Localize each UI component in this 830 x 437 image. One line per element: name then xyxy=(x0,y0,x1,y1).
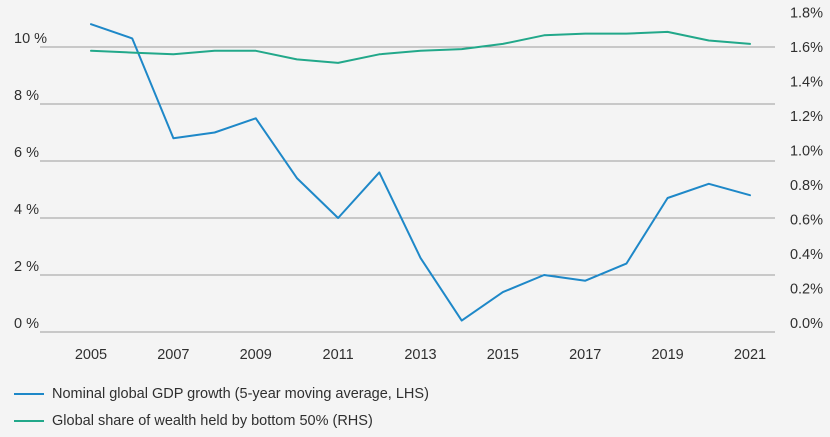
right-tick-label: 0.2% xyxy=(790,282,823,298)
legend-label-gdp-growth: Nominal global GDP growth (5-year moving… xyxy=(52,385,429,402)
legend-item-wealth-share: Global share of wealth held by bottom 50… xyxy=(14,407,429,434)
left-tick-label: 4 % xyxy=(14,202,39,218)
legend-swatch-wealth-share xyxy=(14,419,44,422)
left-axis-ticks: 0 % 2 % 4 % 6 % 8 % 10 % xyxy=(14,31,47,332)
x-tick-label: 2007 xyxy=(157,347,189,363)
right-tick-label: 0.0% xyxy=(790,316,823,332)
x-tick-label: 2009 xyxy=(240,347,272,363)
x-tick-label: 2019 xyxy=(651,347,683,363)
series-lines xyxy=(90,23,751,322)
left-tick-label: 8 % xyxy=(14,88,39,104)
right-tick-label: 1.0% xyxy=(790,144,823,160)
legend-swatch-gdp-growth xyxy=(14,392,44,395)
x-tick-label: 2015 xyxy=(487,347,519,363)
x-tick-label: 2005 xyxy=(75,347,107,363)
right-tick-label: 1.4% xyxy=(790,75,823,91)
left-tick-label: 0 % xyxy=(14,316,39,332)
x-tick-label: 2021 xyxy=(734,347,766,363)
legend-label-wealth-share: Global share of wealth held by bottom 50… xyxy=(52,412,373,429)
right-tick-label: 0.4% xyxy=(790,247,823,263)
right-tick-label: 1.6% xyxy=(790,40,823,56)
gridlines xyxy=(40,46,775,333)
legend-item-gdp-growth: Nominal global GDP growth (5-year moving… xyxy=(14,380,429,407)
x-tick-label: 2013 xyxy=(404,347,436,363)
series-line-gdp-growth xyxy=(90,23,751,322)
right-axis-ticks: 0.0% 0.2% 0.4% 0.6% 0.8% 1.0% 1.2% 1.4% 1.6% 1.8% xyxy=(790,6,823,333)
right-tick-label: 0.6% xyxy=(790,213,823,229)
x-tick-label: 2011 xyxy=(323,347,354,363)
x-axis-ticks: 2005 2007 2009 2011 2013 2015 2017 2019 2021 xyxy=(75,347,766,363)
x-tick-label: 2017 xyxy=(569,347,601,363)
left-tick-label: 6 % xyxy=(14,145,39,161)
legend: Nominal global GDP growth (5-year moving… xyxy=(14,380,429,434)
right-tick-label: 1.2% xyxy=(790,109,823,125)
left-tick-label: 2 % xyxy=(14,259,39,275)
left-tick-label: 10 % xyxy=(14,31,47,47)
right-tick-label: 0.8% xyxy=(790,178,823,194)
right-tick-label: 1.8% xyxy=(790,6,823,22)
series-line-wealth-share xyxy=(90,30,751,64)
